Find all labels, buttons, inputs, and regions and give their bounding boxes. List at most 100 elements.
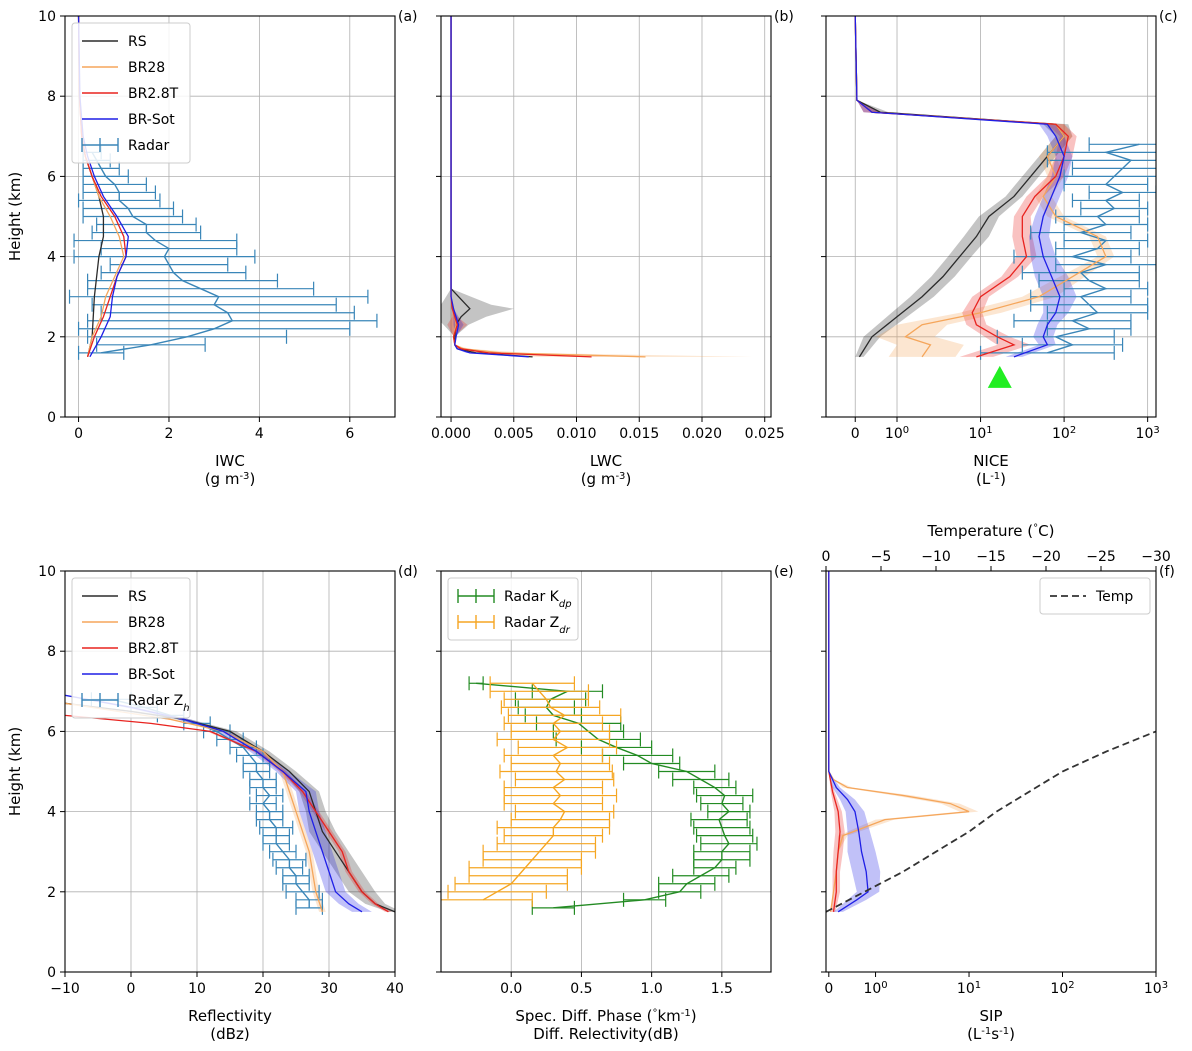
x-tick-label: −10 [50, 981, 80, 997]
axes-frame [64, 15, 396, 418]
text-span: (g m [205, 470, 240, 488]
tick-exponent: 3 [1153, 425, 1159, 436]
y-tick-label: 4 [47, 805, 56, 821]
top-tick-label: −10 [921, 549, 951, 565]
x-axis-label: NICE [973, 452, 1009, 470]
y-tick-label: 10 [38, 9, 56, 25]
text-span: ° [1033, 523, 1038, 534]
panel-label: (a) [398, 9, 418, 25]
top-tick-label: −25 [1086, 549, 1116, 565]
text-span: SIP [980, 1007, 1003, 1025]
tick-base: 10 [957, 981, 975, 997]
data-line-Radar Z_h [111, 698, 310, 908]
plot-area [441, 676, 758, 915]
y-tick-label: 2 [47, 330, 56, 346]
legend-label: BR2.8T [128, 86, 179, 102]
legend-subscript: dr [559, 625, 570, 636]
data-line-temp [826, 730, 1156, 913]
x-tick-label: 1.0 [641, 981, 663, 997]
axes-frame [825, 570, 1157, 973]
legend: Radar Kdp Radar Zdr [447, 577, 579, 641]
x-tick-label: 30 [320, 981, 338, 997]
x-tick-label: 100 [885, 425, 909, 443]
x-tick-label: 0.025 [745, 426, 785, 442]
y-tick-label: 8 [47, 644, 56, 660]
top-tick-label: −30 [1141, 549, 1171, 565]
y-tick-label: 10 [38, 564, 56, 580]
x-axis-label: (L-1s-1) [967, 1025, 1015, 1043]
tick-base: 10 [1144, 981, 1162, 997]
x-axis-label: Diff. Relectivity(dB) [533, 1025, 679, 1043]
text-span: ) [249, 470, 255, 488]
data-line-BR28 [65, 702, 324, 913]
plot-area [441, 16, 753, 358]
x-tick-label: 1.5 [711, 981, 733, 997]
data-line-BR-Sot [854, 16, 1065, 358]
legend: RS BR28 BR2.8T BR-Sot Radar [71, 22, 191, 164]
text-span: Spec. Diff. Phase ( [515, 1007, 652, 1025]
errorbar-series-Radar [68, 145, 378, 360]
x-tick-label: 102 [1052, 425, 1076, 443]
text-span: -3 [239, 471, 249, 482]
top-tick-label: −20 [1031, 549, 1061, 565]
errorbar-series-Radar Z_dr [441, 676, 622, 907]
text-span: Diff. Relectivity(dB) [533, 1025, 679, 1043]
top-tick-label: 0 [822, 549, 831, 565]
y-tick-label: 6 [47, 169, 56, 185]
axes-frame [440, 15, 772, 418]
data-line-Radar K_dp [476, 682, 730, 909]
x-tick-label: 103 [1136, 425, 1160, 443]
top-tick-label: −15 [976, 549, 1006, 565]
legend-label: Radar [128, 138, 169, 154]
top-tick-label: −5 [871, 549, 892, 565]
x-axis-label: Spec. Diff. Phase (°km-1) [515, 1007, 696, 1025]
x-tick-label: 100 [863, 980, 887, 998]
x-axis-label: (g m-3) [581, 470, 632, 488]
tick-exponent: 0 [903, 425, 909, 436]
text-span: NICE [973, 452, 1009, 470]
legend-label: BR-Sot [128, 112, 175, 128]
legend-box [1039, 577, 1151, 615]
plot-area [826, 571, 1156, 913]
x-tick-label: 0.0 [500, 981, 522, 997]
x-tick-label: 0 [824, 981, 833, 997]
text-span: IWC [215, 452, 245, 470]
legend-label: RS [128, 589, 147, 605]
data-line-BR2.8T [65, 714, 389, 913]
y-tick-label: 8 [47, 89, 56, 105]
tick-exponent: 1 [986, 425, 992, 436]
data-line-Radar [1047, 143, 1140, 354]
plot-area [854, 16, 1156, 360]
uncertainty-band-BR2.8T [447, 16, 605, 357]
y-tick-label: 0 [47, 410, 56, 426]
data-line-RS [854, 16, 1065, 358]
y-axis-label: Height (km) [6, 727, 24, 816]
axes-frame [825, 15, 1157, 418]
legend-label: BR28 [128, 615, 165, 631]
data-line-Radar [91, 151, 234, 354]
legend-label: Radar Zh [128, 693, 190, 714]
x-tick-label: 10 [188, 981, 206, 997]
text-span: ° [652, 1008, 657, 1019]
x-axis-label: (L-1) [976, 470, 1006, 488]
x-tick-label: 0 [74, 426, 83, 442]
triangle-marker [987, 365, 1012, 388]
panel-label: (f) [1159, 564, 1175, 580]
text-span: (L [976, 470, 991, 488]
tick-exponent: 0 [881, 980, 887, 991]
legend-label: Radar Zdr [504, 615, 571, 636]
x-tick-label: 0.5 [570, 981, 592, 997]
legend-box [71, 22, 191, 164]
uncertainty-band-BR2.8T [828, 571, 845, 912]
tick-exponent: 1 [975, 980, 981, 991]
x-axis-label: Reflectivity [188, 1007, 272, 1025]
x-tick-label: 101 [968, 425, 992, 443]
y-tick-label: 0 [47, 965, 56, 981]
uncertainty-band-BR-Sot [451, 16, 536, 357]
legend-subscript: dp [559, 599, 572, 610]
legend-label: Temp [1095, 589, 1133, 605]
x-tick-label: 0.015 [619, 426, 659, 442]
text-span: s [991, 1025, 999, 1043]
legend-label: BR2.8T [128, 641, 179, 657]
y-tick-label: 2 [47, 885, 56, 901]
